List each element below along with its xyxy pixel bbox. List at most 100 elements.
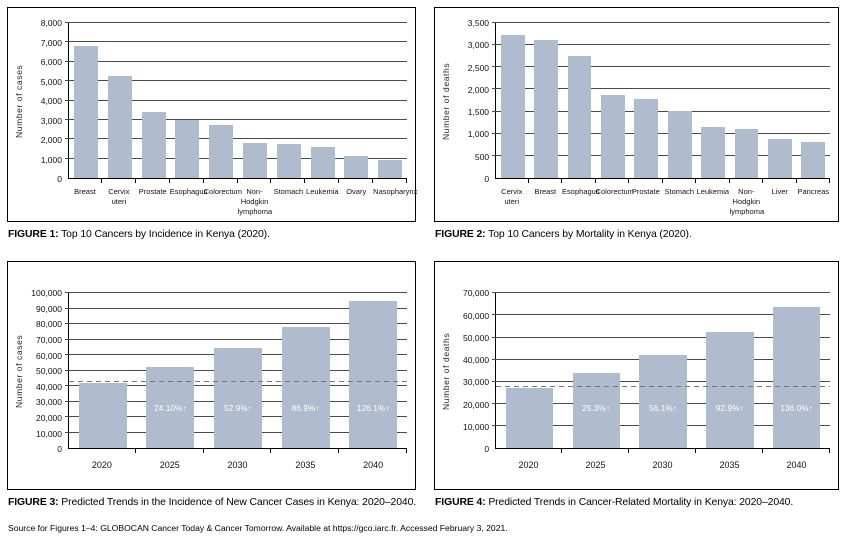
bar-stomach — [276, 143, 301, 178]
y-tick-label: 8,000 — [40, 18, 62, 28]
bar-prostate — [141, 112, 166, 178]
y-tick-label: 2,500 — [467, 62, 490, 73]
figure-4-y-axis-ticks: 0 10,000 20,000 30,000 40,000 50,000 60,000 70,… — [453, 288, 495, 454]
gridline — [65, 99, 408, 101]
bar-slot — [69, 293, 137, 449]
figure-4-caption: FIGURE 4: Predicted Trends in Cancer-Rel… — [435, 497, 839, 508]
x-category-label: 2035 — [719, 460, 740, 471]
bar-slot — [204, 23, 238, 178]
bar-2040 — [772, 306, 821, 449]
bar-colorectum — [209, 124, 234, 178]
bar-nasopharynx — [378, 159, 403, 178]
figure-3-caption-text: Predicted Trends in the Incidence of New… — [58, 496, 417, 508]
bar-percent-label: 92.9%↑ — [715, 403, 744, 413]
y-tick-label: 0 — [57, 174, 62, 184]
bars-group: 25.3%↑ 56.1%↑ 92.9%↑ 136.0%↑ — [496, 293, 830, 449]
bar-non-hodgkin-lymphoma — [734, 129, 759, 178]
y-tick-label: 10,000 — [36, 428, 62, 439]
figure-1-plot-area — [65, 22, 408, 179]
x-tick — [562, 179, 596, 183]
figure-1-caption-text: Top 10 Cancers by Incidence in Kenya (20… — [58, 229, 270, 241]
bar-2035 — [706, 332, 754, 449]
gridline — [65, 338, 408, 340]
x-tick — [629, 179, 663, 183]
bar-2030 — [214, 348, 263, 449]
y-tick-label: 3,500 — [467, 18, 490, 28]
baseline-dashed-line — [496, 386, 830, 389]
x-category-label: Non-Hodgkin lymphoma — [237, 187, 273, 216]
x-category-label: Leukemia — [696, 187, 730, 196]
bar-slot — [306, 23, 340, 178]
y-tick-label: 60,000 — [36, 350, 62, 361]
x-tick — [339, 449, 408, 454]
x-tick — [529, 179, 563, 183]
x-tick — [596, 179, 630, 183]
bar-slot — [238, 23, 272, 178]
x-tick — [271, 179, 306, 183]
figure-1-y-axis-title: Number of cases — [14, 64, 24, 138]
x-category-label: Stomach — [664, 187, 695, 196]
figure-2-y-axis-title: Number of deaths — [441, 62, 452, 140]
figure-4-x-axis-labels: 2020 2025 2030 2035 2040 — [495, 453, 830, 472]
bar-slot — [763, 23, 796, 178]
bar-2030 — [639, 354, 687, 449]
x-tick — [797, 179, 831, 183]
y-tick-label: 50,000 — [36, 366, 62, 377]
x-tick — [562, 449, 630, 454]
y-tick-label: 20,000 — [463, 399, 490, 410]
bar-slot — [137, 23, 171, 178]
bar-percent-label: 136.0%↑ — [780, 403, 813, 413]
figure-2-panel: Number of deaths 0 500 1,000 1,500 2,000 2,50… — [434, 7, 839, 240]
y-tick-label: 6,000 — [40, 57, 62, 67]
figure-3-chart-frame: Number of cases 0 10,000 20,000 30,000 40,00… — [7, 261, 417, 490]
y-tick-label: 80,000 — [36, 319, 62, 330]
bar-slot — [340, 23, 374, 178]
figures-grid: Number of cases 0 1,000 2,000 3,000 4,000 5,0… — [7, 7, 839, 508]
figure-3-plot-area: 24.10%↑ 52.9%↑ 86.9%↑ 126.1%↑ — [65, 292, 408, 450]
figure-1-x-axis-labels: Breast Cervix uteri Prostate Esophagus Color… — [68, 183, 417, 216]
gridline — [65, 292, 408, 294]
bar-slot: 25.3%↑ — [563, 293, 630, 449]
x-tick — [136, 449, 204, 454]
figure-1-chart-frame: Number of cases 0 1,000 2,000 3,000 4,000 5,0… — [7, 7, 417, 223]
x-category-label: 2020 — [518, 460, 539, 471]
bars-group — [69, 23, 407, 178]
gridline — [65, 157, 408, 159]
gridline — [492, 314, 830, 316]
bar-slot — [596, 23, 629, 178]
figure-4-x-axis-ticks — [495, 449, 830, 454]
x-category-label: Prostate — [631, 187, 660, 196]
y-tick-label: 1,500 — [467, 107, 490, 118]
figure-2-y-axis-ticks: 0 500 1,000 1,500 2,000 2,500 3,000 3,500 — [453, 18, 495, 184]
figure-1-caption: FIGURE 1: Top 10 Cancers by Incidence in… — [8, 229, 416, 240]
x-tick — [204, 449, 272, 454]
figure-3-y-axis-ticks: 0 10,000 20,000 30,000 40,000 50,000 60,000 70,… — [26, 288, 68, 454]
x-tick — [696, 449, 763, 454]
y-tick-label: 70,000 — [36, 335, 62, 346]
gridline — [492, 336, 830, 338]
bar-2020 — [505, 388, 554, 449]
gridline — [65, 138, 408, 140]
bar-slot: 86.9%↑ — [272, 293, 340, 449]
x-category-label: Ovary — [346, 187, 367, 196]
bar-slot — [69, 23, 103, 178]
x-category-label: Leukemia — [306, 187, 339, 196]
x-category-label: Colorectum — [595, 187, 634, 196]
figure-2-x-axis-labels: Cervix uteri Breast Esophagus Colorectum Pro… — [495, 183, 830, 216]
y-tick-label: 3,000 — [40, 115, 62, 126]
bar-ovary — [344, 156, 369, 178]
gridline — [492, 44, 830, 46]
bar-slot — [696, 23, 729, 178]
x-category-label: Colorectum — [203, 187, 242, 196]
y-tick-label: 50,000 — [463, 332, 490, 343]
x-category-label: Non-Hodgkin lymphoma — [729, 187, 765, 216]
y-tick-label: 3,000 — [467, 40, 490, 51]
figure-4-plot-area: 25.3%↑ 56.1%↑ 92.9%↑ 136.0%↑ — [492, 292, 830, 450]
x-tick — [170, 179, 204, 183]
x-tick — [305, 179, 340, 183]
bar-2035 — [281, 326, 330, 449]
x-tick — [68, 179, 102, 183]
bar-slot — [663, 23, 696, 178]
bars-group — [496, 23, 830, 178]
figure-1-caption-label: FIGURE 1: — [8, 229, 59, 241]
